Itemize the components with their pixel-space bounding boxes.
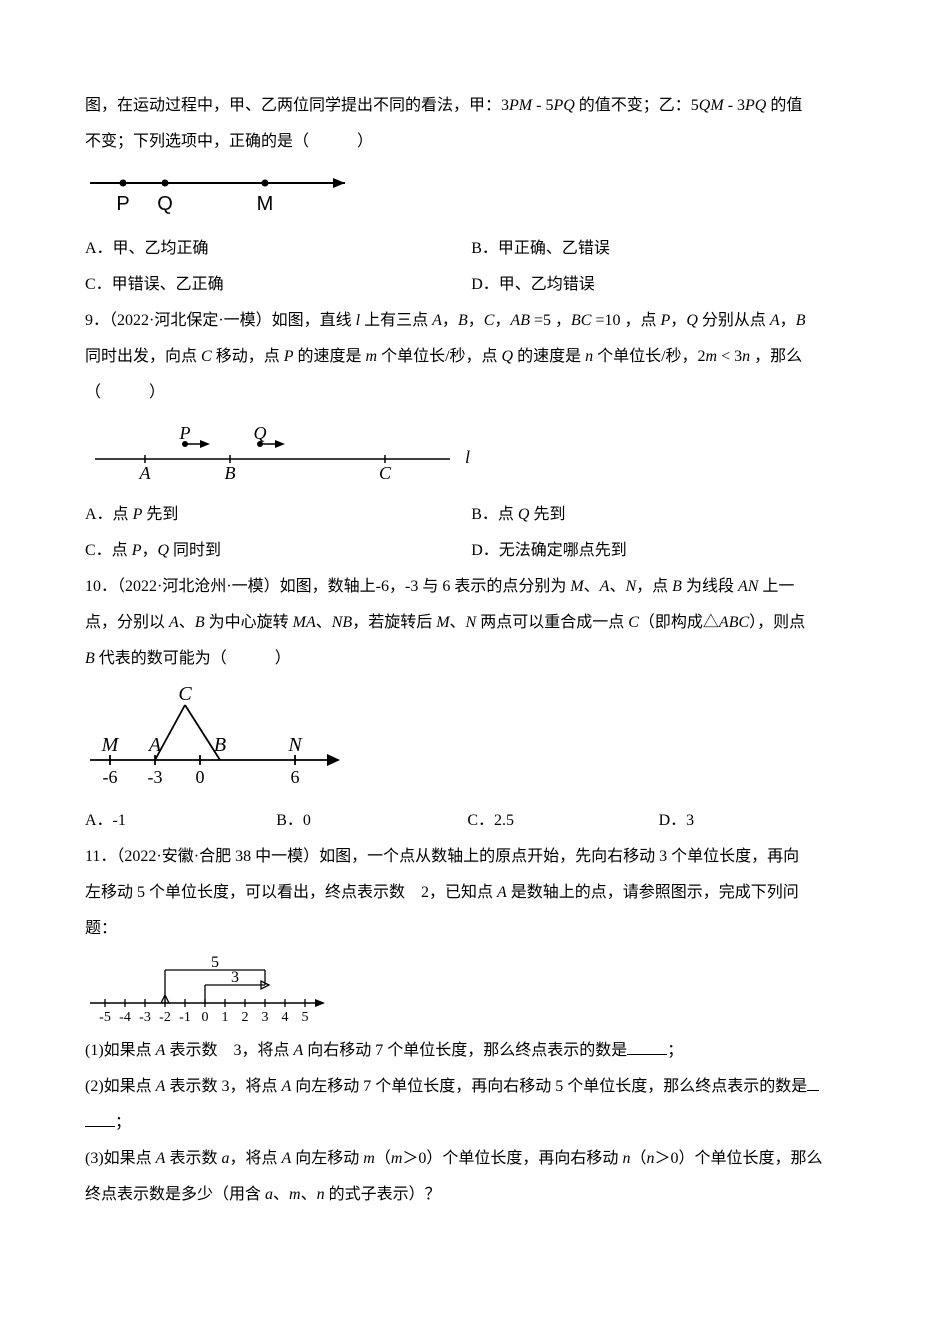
q8-options-ab: A．甲、乙均正确 B．甲正确、乙错误 [85, 233, 865, 265]
q8-opt-c: C．甲错误、乙正确 [85, 269, 467, 301]
svg-text:5: 5 [211, 955, 219, 971]
svg-text:0: 0 [196, 767, 205, 787]
svg-text:1: 1 [222, 1010, 229, 1025]
q10-line1: 10．（2022·河北沧州·一模）如图，数轴上-6，-3 与 6 表示的点分别为… [85, 571, 865, 603]
svg-text:4: 4 [282, 1010, 289, 1025]
q8-opt-b: B．甲正确、乙错误 [471, 233, 853, 265]
svg-text:0: 0 [202, 1010, 209, 1025]
svg-text:P: P [179, 423, 191, 443]
q8-opt-d: D．甲、乙均错误 [471, 269, 853, 301]
svg-text:B: B [214, 734, 226, 756]
svg-text:-1: -1 [179, 1010, 191, 1025]
svg-text:6: 6 [291, 767, 300, 787]
q8-figure: P Q M [85, 168, 865, 223]
svg-text:3: 3 [231, 969, 239, 986]
q11-blank1 [627, 1039, 667, 1055]
q9-opt-c: C．点 P，Q 同时到 [85, 535, 467, 567]
q10-line3: B 代表的数可能为（ ） [85, 643, 865, 675]
svg-text:-3: -3 [148, 767, 163, 787]
svg-text:Q: Q [254, 423, 267, 443]
q9-opt-d: D．无法确定哪点先到 [471, 535, 853, 567]
q9-line2: 同时出发，向点 C 移动，点 P 的速度是 m 个单位长/秒，点 Q 的速度是 … [85, 341, 865, 373]
svg-text:l: l [465, 447, 470, 467]
q11-sub1: (1)如果点 A 表示数 3，将点 A 向右移动 7 个单位长度，那么终点表示的… [85, 1035, 865, 1067]
svg-text:A: A [139, 463, 152, 483]
q8-continuation-line1: 图，在运动过程中，甲、乙两位同学提出不同的看法，甲：3PM - 5PQ 的值不变… [85, 90, 865, 122]
svg-text:-5: -5 [99, 1010, 111, 1025]
q10-line2: 点，分别以 A、B 为中心旋转 MA、NB，若旋转后 M、N 两点可以重合成一点… [85, 607, 865, 639]
q10-opt-a: A．-1 [85, 805, 272, 837]
q10-opt-c: C．2.5 [467, 805, 654, 837]
q11-blank2-a [807, 1075, 819, 1091]
svg-text:M: M [257, 193, 274, 215]
q11-line3: 题： [85, 913, 865, 945]
q9-figure: P Q A B C l [85, 419, 865, 489]
q11-sub2: (2)如果点 A 表示数 3，将点 A 向左移动 7 个单位长度，再向右移动 5… [85, 1071, 865, 1103]
svg-text:5: 5 [302, 1010, 309, 1025]
q9-line1: 9．（2022·河北保定·一模）如图，直线 l 上有三点 A，B，C，AB =5… [85, 305, 865, 337]
q11-sub2b: ； [85, 1107, 865, 1139]
svg-text:Q: Q [157, 193, 173, 215]
q11-line2: 左移动 5 个单位长度，可以看出，终点表示数 2，已知点 A 是数轴上的点，请参… [85, 877, 865, 909]
q11-blank2-b [85, 1111, 115, 1127]
q9-options-ab: A．点 P 先到 B．点 Q 先到 [85, 499, 865, 531]
svg-text:B: B [225, 463, 236, 483]
svg-text:C: C [379, 463, 392, 483]
q10-options: A．-1 B．0 C．2.5 D．3 [85, 805, 865, 837]
svg-text:2: 2 [242, 1010, 249, 1025]
q9-line3: （ ） [85, 377, 865, 409]
q11-figure: -5-4-3-2-1012345 5 3 [85, 955, 865, 1025]
svg-text:N: N [287, 734, 303, 756]
svg-text:-4: -4 [119, 1010, 131, 1025]
q9-opt-a: A．点 P 先到 [85, 499, 467, 531]
svg-text:-2: -2 [159, 1010, 171, 1025]
q8-opt-a: A．甲、乙均正确 [85, 233, 467, 265]
q8-continuation-line2: 不变；下列选项中，正确的是（ ） [85, 126, 865, 158]
svg-text:-6: -6 [103, 767, 118, 787]
q11-line1: 11．（2022·安徽·合肥 38 中一模）如图，一个点从数轴上的原点开始，先向… [85, 841, 865, 873]
svg-text:A: A [147, 734, 162, 756]
svg-text:M: M [101, 734, 120, 756]
svg-text:P: P [116, 193, 129, 215]
q10-opt-b: B．0 [276, 805, 463, 837]
q11-sub3a: (3)如果点 A 表示数 a，将点 A 向左移动 m（m＞0）个单位长度，再向右… [85, 1143, 865, 1175]
svg-text:C: C [178, 685, 192, 705]
svg-text:-3: -3 [139, 1010, 151, 1025]
q11-sub3b: 终点表示数是多少（用含 a、m、n 的式子表示）？ [85, 1179, 865, 1211]
q8-options-cd: C．甲错误、乙正确 D．甲、乙均错误 [85, 269, 865, 301]
q9-opt-b: B．点 Q 先到 [471, 499, 853, 531]
q10-figure: C M A B N -6 -3 0 6 [85, 685, 865, 795]
svg-text:3: 3 [262, 1010, 269, 1025]
q10-opt-d: D．3 [659, 805, 846, 837]
q9-options-cd: C．点 P，Q 同时到 D．无法确定哪点先到 [85, 535, 865, 567]
